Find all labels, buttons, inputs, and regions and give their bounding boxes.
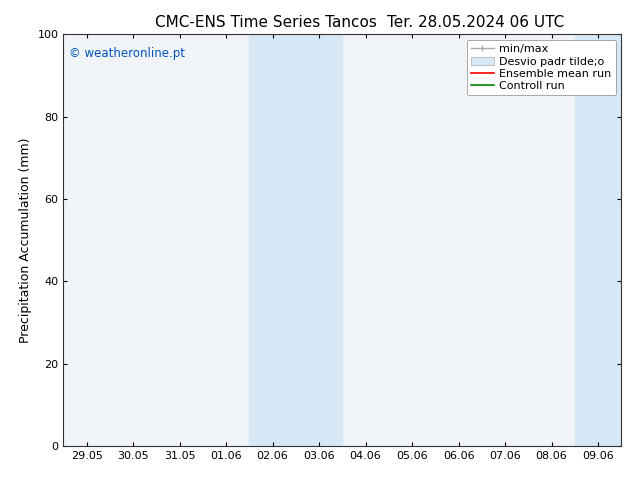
Y-axis label: Precipitation Accumulation (mm): Precipitation Accumulation (mm) [19,137,32,343]
Text: Ter. 28.05.2024 06 UTC: Ter. 28.05.2024 06 UTC [387,15,564,30]
Bar [249,34,342,446]
Bar [575,34,634,446]
Text: © weatheronline.pt: © weatheronline.pt [69,47,185,60]
Text: CMC-ENS Time Series Tancos: CMC-ENS Time Series Tancos [155,15,377,30]
Legend: min/max, Desvio padr tilde;o, Ensemble mean run, Controll run: min/max, Desvio padr tilde;o, Ensemble m… [467,40,616,96]
